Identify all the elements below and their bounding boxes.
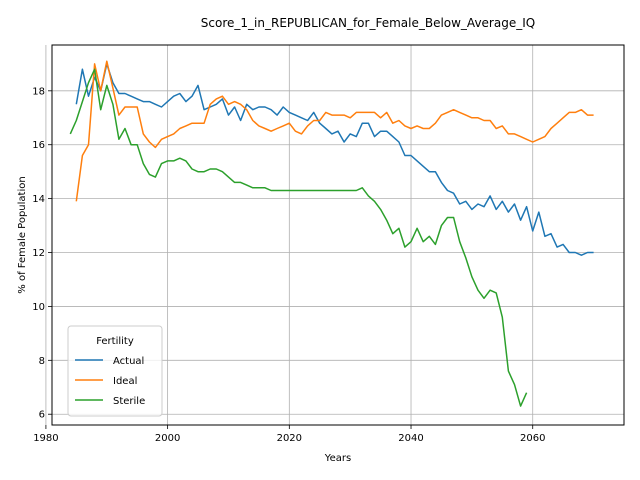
axis-ticks: 1980 2000 2020 2040 2060 6 8 10 12 14 16 18 bbox=[32, 86, 545, 444]
legend-label-actual: Actual bbox=[113, 356, 144, 367]
y-axis-label: % of Female Population bbox=[17, 176, 28, 293]
legend-box bbox=[67, 325, 163, 417]
y-tick-label: 12 bbox=[32, 248, 45, 259]
x-tick-label: 2060 bbox=[520, 433, 545, 444]
x-tick-label: 1980 bbox=[33, 433, 58, 444]
series-line-ideal bbox=[75, 60, 594, 202]
y-tick-label: 10 bbox=[32, 302, 45, 313]
y-tick-label: 6 bbox=[39, 410, 45, 421]
grid bbox=[45, 45, 624, 425]
y-tick-label: 14 bbox=[32, 194, 45, 205]
x-axis-label: Years bbox=[324, 453, 351, 464]
legend-title: Fertility bbox=[96, 336, 134, 347]
y-tick-label: 8 bbox=[39, 356, 45, 367]
legend-label-ideal: Ideal bbox=[113, 376, 137, 387]
x-tick-label: 2020 bbox=[277, 433, 302, 444]
legend-label-sterile: Sterile bbox=[113, 396, 145, 407]
x-tick-label: 2000 bbox=[155, 433, 180, 444]
y-tick-label: 16 bbox=[32, 140, 45, 151]
series-line-actual bbox=[75, 63, 594, 256]
plot-area-frame bbox=[51, 44, 625, 426]
chart-title: Score_1_in_REPUBLICAN_for_Female_Below_A… bbox=[201, 16, 535, 30]
x-tick-label: 2040 bbox=[398, 433, 423, 444]
series-line-sterile bbox=[69, 68, 528, 407]
series-lines bbox=[69, 60, 594, 407]
legend: Fertility Actual Ideal Sterile bbox=[67, 325, 163, 417]
y-tick-label: 18 bbox=[32, 86, 45, 97]
